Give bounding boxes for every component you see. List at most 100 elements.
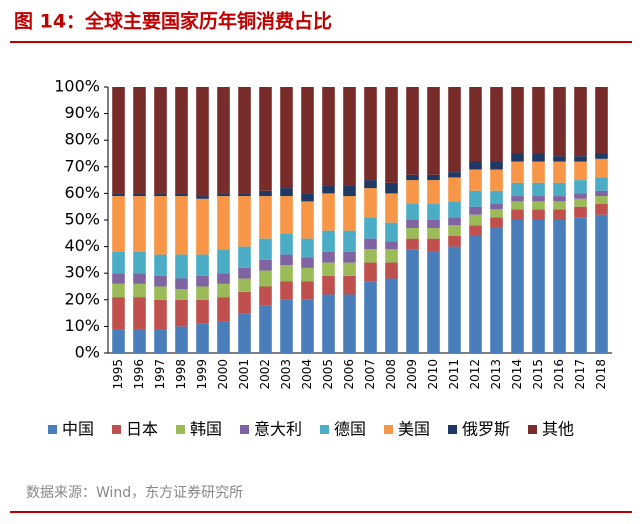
bar-segment <box>301 193 314 202</box>
bar-segment <box>448 225 461 236</box>
bar-segment <box>301 201 314 239</box>
y-tick-label: 0% <box>75 343 100 362</box>
bar-segment <box>175 254 188 279</box>
bar-segment <box>427 87 440 175</box>
bar-segment <box>112 273 125 284</box>
bar-segment <box>553 220 566 353</box>
bar-segment <box>217 193 230 197</box>
bar-segment <box>133 297 146 330</box>
bar-segment <box>469 235 482 353</box>
bar-segment <box>154 254 167 276</box>
bar-segment <box>343 294 356 353</box>
bar-segment <box>133 329 146 353</box>
bar-segment <box>469 206 482 215</box>
bar-segment <box>532 209 545 220</box>
bar-segment <box>511 196 524 202</box>
bar-segment <box>175 196 188 255</box>
bar-segment <box>175 193 188 197</box>
bar-segment <box>469 225 482 236</box>
bar-segment <box>532 87 545 154</box>
legend-swatch <box>320 425 329 434</box>
legend-label: 德国 <box>334 420 366 439</box>
bar-segment <box>280 299 293 353</box>
bar-segment <box>154 286 167 300</box>
bar-segment <box>175 87 188 194</box>
bar-segment <box>175 278 188 290</box>
x-tick-label: 2002 <box>258 359 272 390</box>
bar-segment <box>154 193 167 197</box>
bar-segment <box>532 153 545 162</box>
bar-segment <box>469 161 482 170</box>
bar-segment <box>532 220 545 353</box>
y-tick-label: 90% <box>64 103 100 122</box>
bar-segment <box>238 313 251 353</box>
bar-segment <box>112 196 125 252</box>
bar-segment <box>364 217 377 239</box>
bar-segment <box>322 230 335 252</box>
bar-segment <box>343 185 356 197</box>
bar-segment <box>259 286 272 306</box>
x-tick-label: 2016 <box>552 359 566 390</box>
bar-segment <box>196 275 209 287</box>
legend-label: 意大利 <box>254 420 302 439</box>
x-tick-label: 2015 <box>531 359 545 390</box>
bar-segment <box>490 204 503 210</box>
x-tick-label: 2012 <box>468 359 482 390</box>
bar-segment <box>322 185 335 194</box>
bar-segment <box>406 180 419 205</box>
bar-segment <box>175 289 188 300</box>
bar-segment <box>595 177 608 191</box>
bar-segment <box>217 321 230 353</box>
bar-segment <box>511 153 524 162</box>
legend-swatch <box>48 425 57 434</box>
bar-segment <box>322 251 335 263</box>
bar-segment <box>427 238 440 252</box>
bar-segment <box>490 190 503 205</box>
bar-segment <box>574 156 587 162</box>
bar-segment <box>385 249 398 263</box>
x-tick-label: 2008 <box>384 359 398 390</box>
bar-segment <box>511 182 524 197</box>
bar-segment <box>196 87 209 197</box>
bar-segment <box>175 326 188 353</box>
bar-segment <box>490 217 503 228</box>
bar-segment <box>259 190 272 197</box>
bar-segment <box>238 193 251 197</box>
bar-segment <box>259 196 272 239</box>
bar-segment <box>301 267 314 282</box>
bar-segment <box>532 201 545 210</box>
bar-segment <box>406 220 419 228</box>
bar-segment <box>112 193 125 197</box>
x-tick-label: 2001 <box>237 359 251 390</box>
bar-segment <box>511 161 524 183</box>
bar-segment <box>595 214 608 353</box>
bar-segment <box>553 161 566 183</box>
bar-segment <box>385 222 398 242</box>
bar-segment <box>532 196 545 202</box>
bar-segment <box>553 201 566 210</box>
bar-segment <box>154 299 167 330</box>
bar-segment <box>448 87 461 173</box>
x-tick-label: 2018 <box>594 359 608 390</box>
bar-segment <box>448 235 461 247</box>
bar-segment <box>469 169 482 191</box>
x-tick-label: 2003 <box>279 359 293 390</box>
bar-segment <box>196 198 209 255</box>
bar-segment <box>112 251 125 274</box>
bar-segment <box>343 87 356 186</box>
y-tick-label: 20% <box>64 289 100 308</box>
y-tick-label: 100% <box>54 77 100 96</box>
bar-segment <box>469 87 482 162</box>
bar-segment <box>511 220 524 353</box>
y-tick-label: 40% <box>64 236 100 255</box>
bar-segment <box>448 246 461 353</box>
bar-segment <box>595 196 608 205</box>
bar-segment <box>133 273 146 284</box>
bar-segment <box>322 193 335 231</box>
bar-segment <box>574 161 587 181</box>
x-tick-label: 1997 <box>153 359 167 390</box>
legend-label: 美国 <box>398 420 430 439</box>
bar-segment <box>511 201 524 210</box>
x-tick-label: 1998 <box>174 359 188 390</box>
